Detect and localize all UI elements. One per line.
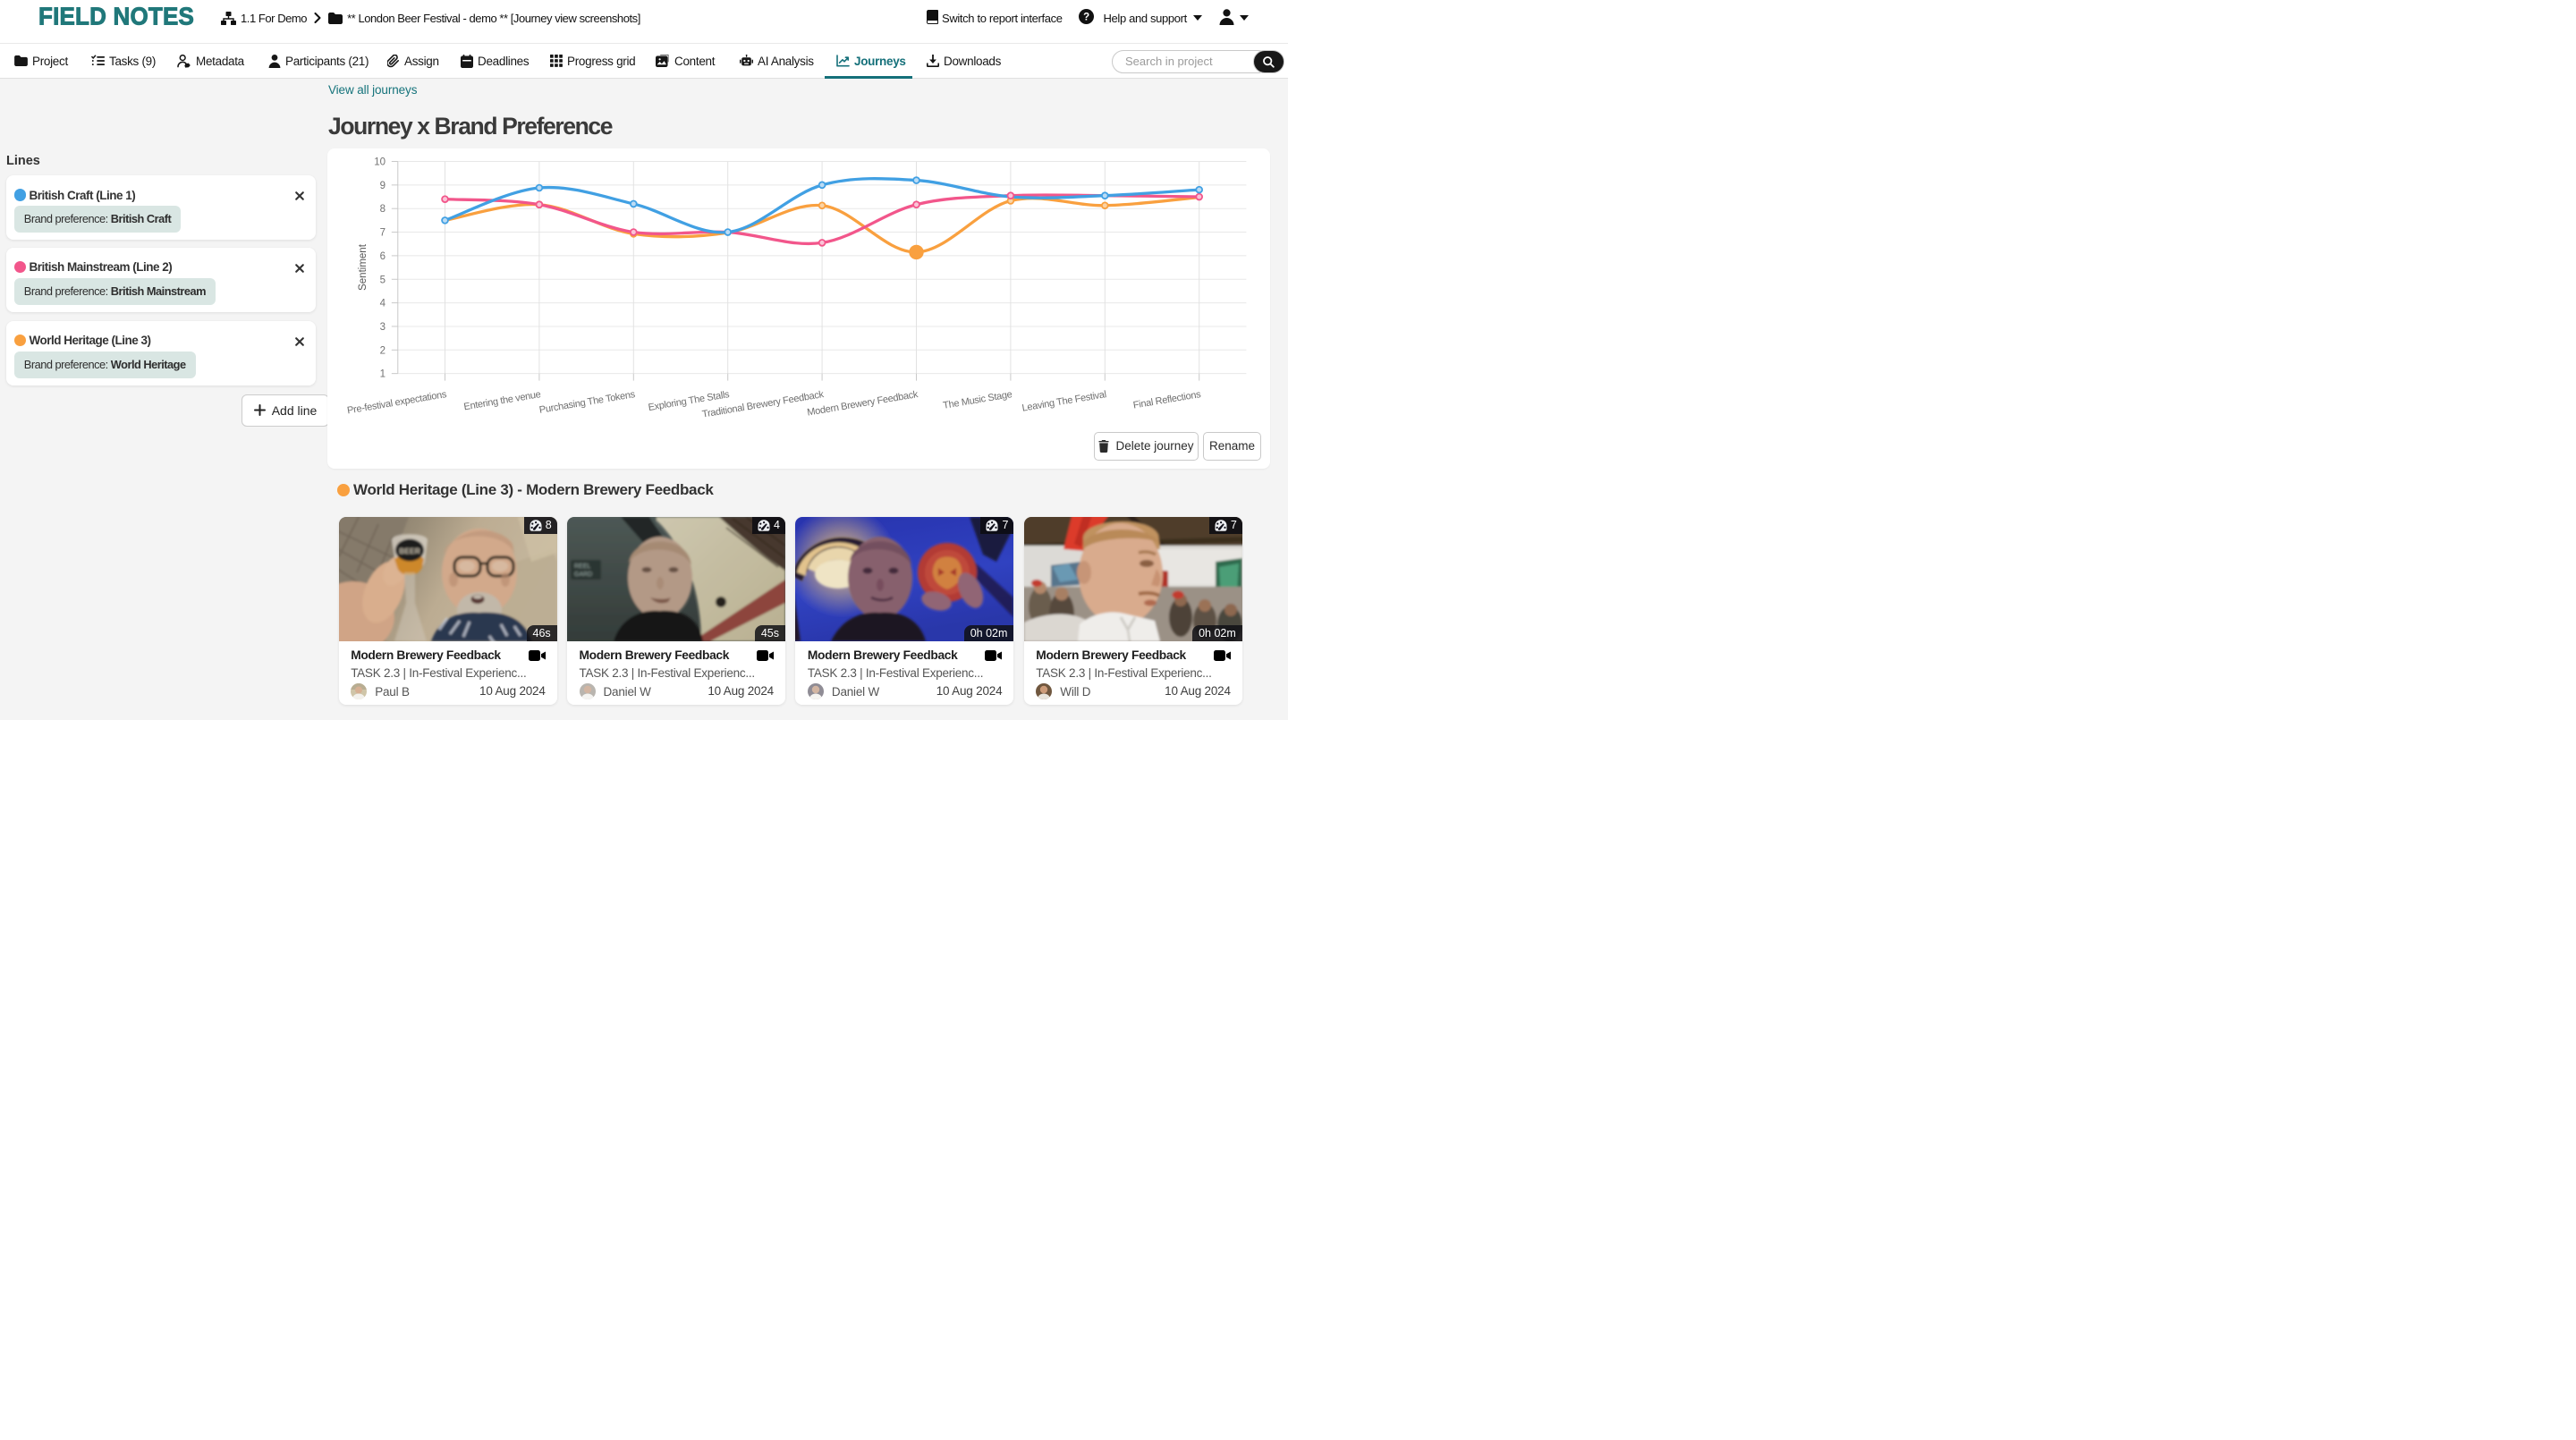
svg-text:5: 5 [380,275,386,285]
svg-text:Pre-festival expectations: Pre-festival expectations [347,389,449,417]
svg-text:4: 4 [380,299,386,309]
svg-text:1: 1 [380,369,386,380]
svg-text:BEER: BEER [399,546,420,555]
svg-text:Entering the venue: Entering the venue [463,389,542,412]
svg-text:7: 7 [380,228,386,239]
svg-text:10: 10 [375,157,386,168]
svg-text:Sentiment: Sentiment [358,243,369,291]
svg-text:Modern Brewery Feedback: Modern Brewery Feedback [807,389,919,419]
svg-text:9: 9 [380,181,386,191]
svg-text:6: 6 [380,251,386,262]
svg-text:?: ? [1083,12,1089,22]
svg-text:Purchasing The Tokens: Purchasing The Tokens [538,389,637,416]
svg-text:3: 3 [380,322,386,333]
svg-text:Final Reflections: Final Reflections [1132,389,1202,411]
svg-text:Leaving The Festival: Leaving The Festival [1021,389,1107,414]
svg-text:2: 2 [380,345,386,356]
svg-text:8: 8 [380,204,386,215]
svg-text:The Music Stage: The Music Stage [943,389,1013,411]
